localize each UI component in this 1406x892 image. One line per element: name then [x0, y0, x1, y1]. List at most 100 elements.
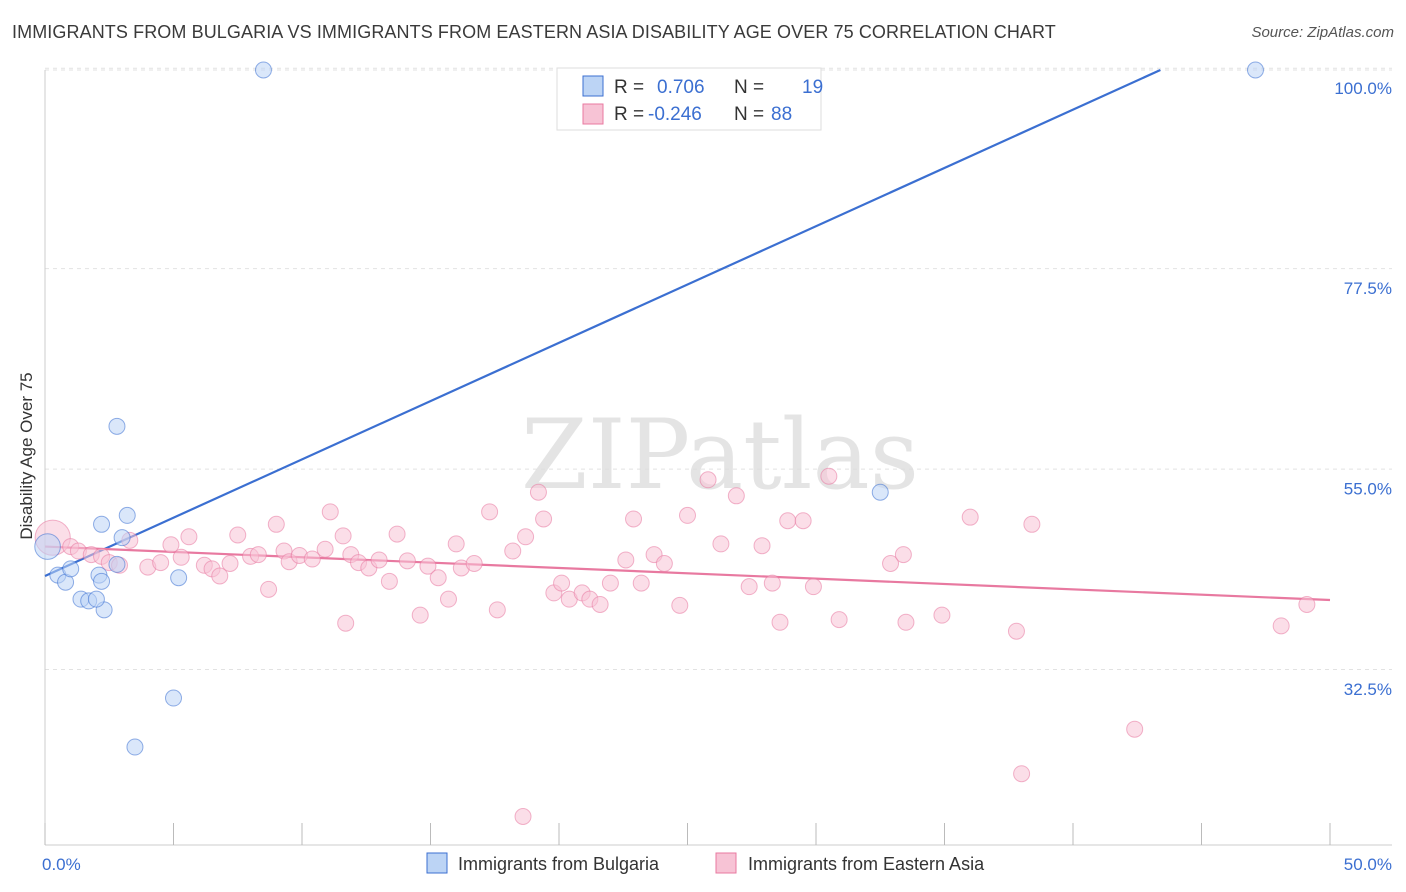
y-tick-label-1: 77.5%: [1344, 279, 1392, 298]
tick-labels: 100.0% 77.5% 55.0% 32.5% 0.0% 50.0%: [42, 79, 1392, 874]
eastern-asia-point-11: [172, 548, 190, 566]
bulgaria-point-14: [118, 506, 136, 524]
eastern-asia-point-75: [894, 546, 912, 564]
eastern-asia-point-15: [211, 567, 229, 585]
eastern-asia-point-37: [429, 569, 447, 587]
eastern-asia-point-10: [162, 536, 180, 554]
eastern-asia-point-19: [249, 546, 267, 564]
eastern-asia-point-32: [380, 572, 398, 590]
eastern-asia-point-42: [481, 503, 499, 521]
bulgaria-point-10: [93, 515, 111, 533]
legend-r-label-2: R =: [614, 104, 644, 125]
legend-n-label-2: N =: [734, 104, 764, 125]
y-tick-label-0: 100.0%: [1334, 79, 1392, 98]
bulgaria-point-19: [1246, 61, 1264, 79]
eastern-asia-point-31: [370, 551, 388, 569]
legend-r-value-2: -0.246: [648, 104, 702, 125]
gridlines: [45, 67, 1392, 671]
eastern-asia-point-81: [1126, 720, 1144, 738]
eastern-asia-point-53: [591, 595, 609, 613]
y-axis-title: Disability Age Over 75: [17, 372, 36, 539]
eastern-asia-point-86: [337, 614, 355, 632]
eastern-asia-point-82: [1298, 595, 1316, 613]
eastern-asia-point-25: [316, 540, 334, 558]
eastern-asia-point-41: [465, 555, 483, 573]
eastern-asia-point-17: [229, 526, 247, 544]
data-points: [34, 61, 1316, 825]
eastern-asia-point-9: [152, 554, 170, 572]
eastern-asia-point-67: [763, 574, 781, 592]
eastern-asia-point-71: [804, 578, 822, 596]
eastern-asia-point-83: [1272, 617, 1290, 635]
bulgaria-point-13: [113, 529, 131, 547]
eastern-asia-point-36: [419, 557, 437, 575]
eastern-asia-point-66: [753, 537, 771, 555]
eastern-asia-point-69: [779, 512, 797, 530]
y-tick-label-3: 32.5%: [1344, 680, 1392, 699]
eastern-asia-point-49: [553, 574, 571, 592]
legend-swatch-bulgaria: [582, 75, 604, 97]
bottom-legend: Immigrants from Bulgaria Immigrants from…: [426, 852, 985, 874]
eastern-asia-point-35: [411, 606, 429, 624]
eastern-asia-point-87: [267, 515, 285, 533]
x-tick-label-max: 50.0%: [1344, 855, 1392, 874]
bottom-legend-label-eastern-asia: Immigrants from Eastern Asia: [748, 854, 985, 874]
bottom-legend-swatch-eastern-asia: [715, 852, 737, 874]
bulgaria-point-17: [165, 689, 182, 707]
axes: [44, 70, 1392, 846]
chart-title: IMMIGRANTS FROM BULGARIA VS IMMIGRANTS F…: [12, 22, 1056, 42]
bulgaria-point-15: [126, 738, 144, 756]
eastern-asia-point-79: [1023, 515, 1041, 533]
eastern-asia-point-84: [514, 807, 532, 825]
bulgaria-trend-line: [44, 68, 1161, 577]
bulgaria-point-20: [871, 483, 889, 501]
eastern-asia-point-56: [625, 510, 643, 528]
eastern-asia-point-77: [961, 508, 979, 526]
eastern-asia-point-64: [727, 487, 745, 505]
eastern-asia-point-33: [388, 525, 406, 543]
legend-r-label-1: R =: [614, 77, 644, 98]
eastern-asia-trend-line: [44, 545, 1331, 602]
eastern-asia-point-73: [830, 611, 848, 629]
eastern-asia-point-85: [897, 613, 915, 631]
x-tick-label-min: 0.0%: [42, 855, 81, 874]
eastern-asia-point-46: [529, 483, 547, 501]
eastern-asia-point-62: [699, 471, 717, 489]
eastern-asia-point-55: [617, 551, 635, 569]
eastern-asia-point-44: [504, 542, 522, 560]
eastern-asia-point-43: [488, 601, 506, 619]
bulgaria-point-9: [93, 572, 111, 590]
eastern-asia-point-27: [334, 527, 352, 545]
bulgaria-point-0: [34, 533, 61, 560]
eastern-asia-point-47: [535, 510, 553, 528]
eastern-asia-point-68: [771, 613, 789, 631]
legend-r-value-1: 0.706: [657, 77, 705, 98]
legend-n-label-1: N =: [734, 77, 764, 98]
eastern-asia-point-26: [321, 503, 339, 521]
eastern-asia-point-59: [655, 555, 673, 573]
eastern-asia-point-54: [601, 574, 619, 592]
eastern-asia-point-60: [671, 596, 689, 614]
eastern-asia-point-16: [221, 555, 239, 573]
eastern-asia-point-70: [794, 512, 812, 530]
legend-n-value-1: 19: [802, 77, 823, 98]
legend-n-value-2: 88: [771, 104, 792, 125]
legend-swatch-eastern-asia: [582, 103, 604, 125]
stats-legend: R = 0.706 N = 19 R = -0.246 N = 88: [556, 67, 823, 131]
eastern-asia-point-76: [933, 606, 951, 624]
eastern-asia-point-80: [1013, 765, 1031, 783]
source-label: Source: ZipAtlas.com: [1251, 24, 1394, 41]
bottom-legend-swatch-bulgaria: [426, 852, 448, 874]
eastern-asia-point-20: [260, 580, 278, 598]
bulgaria-point-8: [87, 590, 105, 608]
eastern-asia-point-74: [882, 555, 900, 573]
bulgaria-point-3: [62, 560, 80, 578]
eastern-asia-point-39: [447, 535, 465, 553]
eastern-asia-point-38: [439, 590, 457, 608]
eastern-asia-point-78: [1007, 622, 1025, 640]
eastern-asia-point-45: [517, 528, 535, 546]
watermark: ZIPatlas: [521, 399, 919, 511]
eastern-asia-point-34: [398, 552, 416, 570]
bottom-legend-label-bulgaria: Immigrants from Bulgaria: [458, 854, 660, 874]
